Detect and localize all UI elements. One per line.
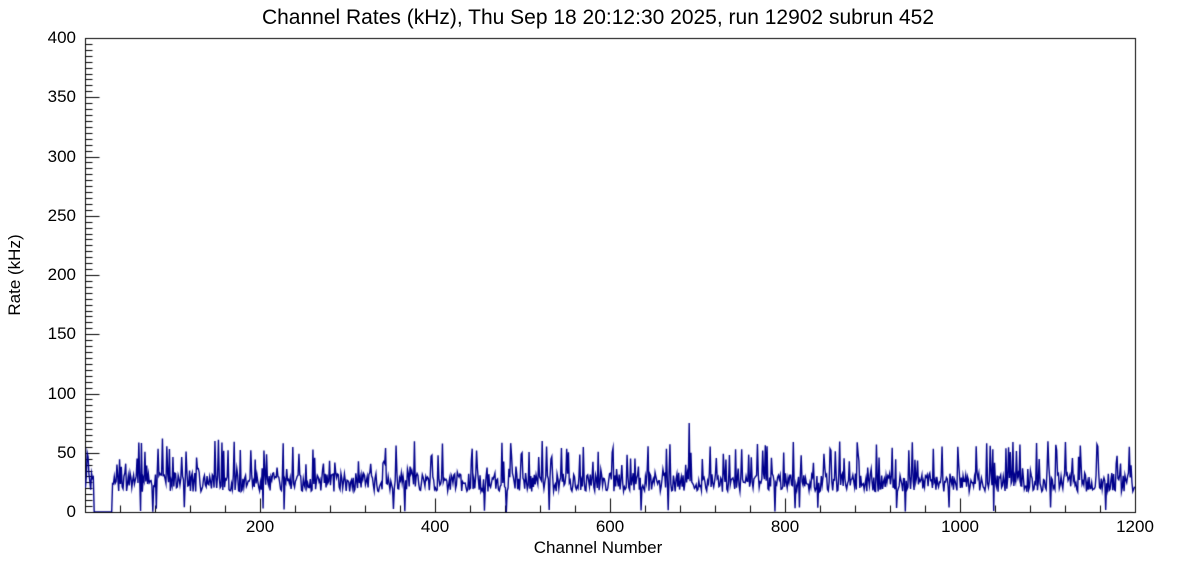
x-tick-label: 600 bbox=[595, 517, 625, 536]
y-tick-label: 100 bbox=[47, 383, 76, 403]
y-tick-label: 350 bbox=[47, 87, 76, 107]
y-axis-title: Rate (kHz) bbox=[5, 234, 24, 316]
y-tick-label: 400 bbox=[47, 28, 76, 47]
x-tick-label: 800 bbox=[770, 517, 800, 536]
y-tick-label: 300 bbox=[47, 146, 76, 166]
x-tick-label: 400 bbox=[420, 517, 450, 536]
y-tick-label: 250 bbox=[47, 205, 76, 225]
y-tick-label: 150 bbox=[47, 324, 76, 344]
x-tick-label: 1200 bbox=[1116, 517, 1154, 536]
chart-title: Channel Rates (kHz), Thu Sep 18 20:12:30… bbox=[261, 6, 935, 29]
y-tick-label: 200 bbox=[47, 265, 76, 284]
x-axis-title: Channel Number bbox=[533, 538, 663, 557]
x-tick-label: 200 bbox=[245, 517, 275, 536]
y-tick-label: 50 bbox=[57, 442, 76, 462]
y-tick-label: 0 bbox=[66, 502, 76, 521]
x-tick-label: 1000 bbox=[941, 517, 979, 536]
